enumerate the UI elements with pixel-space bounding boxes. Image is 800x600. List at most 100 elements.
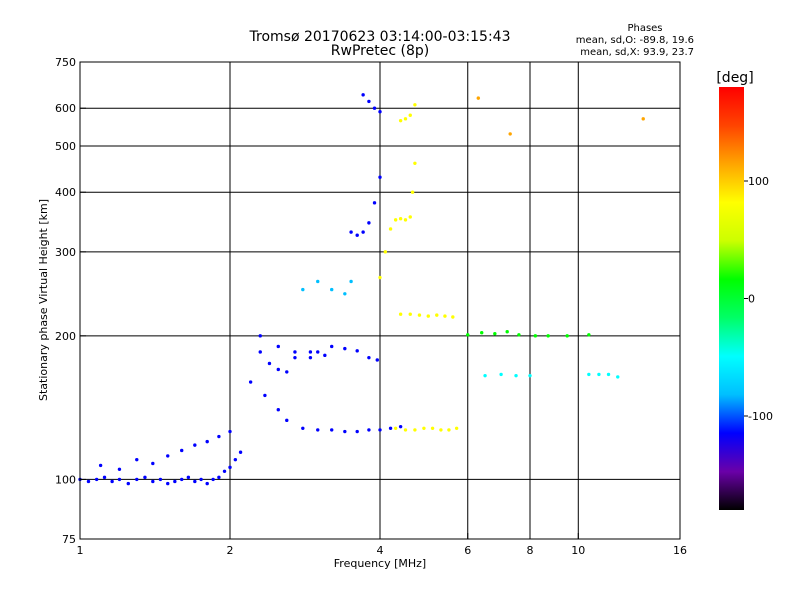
data-point <box>378 275 382 280</box>
data-point <box>158 477 163 482</box>
x-tick-label: 6 <box>464 544 471 557</box>
data-point <box>408 113 412 117</box>
data-point <box>430 426 435 430</box>
data-point <box>417 313 422 317</box>
data-point <box>355 233 359 237</box>
data-point <box>343 346 347 351</box>
data-point <box>258 334 262 338</box>
data-point <box>330 287 334 292</box>
colorbar-ticks: 100 0 -100 <box>744 175 773 423</box>
y-tick-label: 200 <box>55 330 76 343</box>
data-point <box>199 477 203 482</box>
data-point <box>408 312 412 316</box>
data-point <box>403 218 408 222</box>
data-point <box>393 218 398 222</box>
data-point <box>413 103 417 107</box>
data-point <box>410 190 415 194</box>
data-point <box>398 217 403 221</box>
data-point <box>233 457 238 462</box>
data-point <box>483 373 487 378</box>
data-point <box>222 469 227 473</box>
data-point <box>267 361 272 366</box>
data-point <box>349 230 353 234</box>
y-tick-label: 750 <box>55 56 76 69</box>
data-point <box>606 372 611 377</box>
data-point <box>451 315 455 319</box>
x-axis: 1 2 4 6 8 10 16 <box>77 533 687 557</box>
data-point <box>166 481 170 486</box>
data-point <box>228 465 232 470</box>
data-point <box>217 434 221 439</box>
data-point <box>378 175 382 179</box>
data-point <box>193 479 197 484</box>
data-point <box>151 461 155 466</box>
data-point <box>301 426 305 430</box>
data-point <box>276 408 280 412</box>
grid <box>80 62 680 539</box>
data-point <box>94 477 99 482</box>
data-point <box>166 454 170 458</box>
data-point <box>86 479 91 484</box>
data-point <box>98 463 103 468</box>
stats-o-mode: mean, sd,O: -89.8, 19.6 <box>576 35 694 46</box>
x-axis-label: Frequency [MHz] <box>334 557 426 570</box>
stats-x-mode: mean, sd,X: 93.9, 23.7 <box>580 47 694 58</box>
data-point <box>263 393 267 398</box>
data-point <box>117 467 122 471</box>
data-point <box>135 477 139 482</box>
data-point <box>316 350 320 354</box>
data-point <box>173 479 177 484</box>
colorbar-tick-label: 0 <box>748 293 755 306</box>
data-point <box>408 215 412 219</box>
y-tick-label: 75 <box>62 533 76 546</box>
data-point <box>330 428 334 432</box>
data-point <box>508 132 512 136</box>
data-point <box>117 477 122 482</box>
data-point <box>378 110 382 114</box>
data-point <box>413 161 417 165</box>
x-tick-label: 4 <box>377 544 384 557</box>
data-point <box>367 99 371 104</box>
data-point <box>205 439 209 444</box>
data-point <box>308 350 313 354</box>
data-point <box>180 448 184 453</box>
data-point <box>211 477 215 482</box>
data-point <box>528 373 532 378</box>
x-tick-label: 16 <box>673 544 687 557</box>
data-points <box>78 93 645 486</box>
data-point <box>248 380 253 384</box>
data-point <box>426 314 430 318</box>
y-axis-label: Stationary phase Virtual Height [km] <box>37 199 50 401</box>
data-point <box>110 479 114 484</box>
data-point <box>393 426 398 430</box>
data-point <box>355 349 359 353</box>
data-point <box>565 334 569 338</box>
data-point <box>403 117 408 121</box>
data-point <box>151 479 155 484</box>
data-point <box>443 314 447 318</box>
data-point <box>343 429 347 434</box>
data-point <box>533 334 538 338</box>
data-point <box>285 370 289 374</box>
data-point <box>616 375 620 379</box>
colorbar-tick-label: -100 <box>748 410 773 423</box>
data-point <box>301 287 305 292</box>
data-point <box>308 355 313 360</box>
data-point <box>361 93 365 97</box>
data-point <box>316 428 320 432</box>
data-point <box>413 428 417 432</box>
y-axis: 75 100 200 300 400 500 600 750 <box>55 56 86 546</box>
data-point <box>349 279 353 284</box>
x-tick-label: 1 <box>77 544 84 557</box>
data-point <box>228 429 232 434</box>
data-point <box>372 201 377 205</box>
y-tick-label: 600 <box>55 102 76 115</box>
data-point <box>476 96 481 100</box>
data-point <box>102 475 107 480</box>
y-tick-label: 500 <box>55 140 76 153</box>
data-point <box>258 350 262 354</box>
data-point <box>403 428 408 432</box>
chart-subtitle: RwPretec (8p) <box>331 43 429 59</box>
data-point <box>388 227 393 231</box>
data-point <box>367 355 371 360</box>
